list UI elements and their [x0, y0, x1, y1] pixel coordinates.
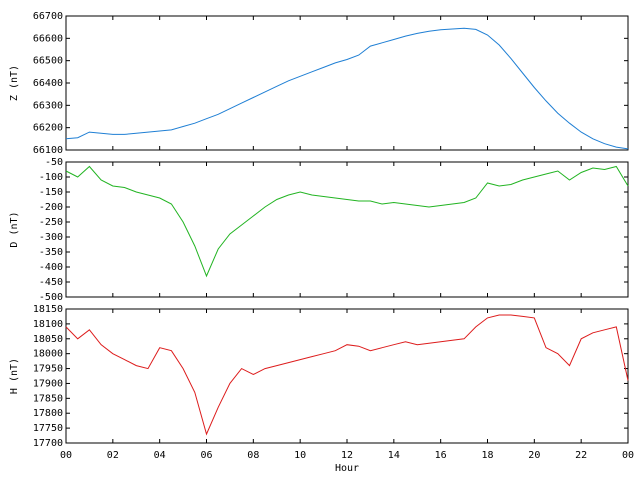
y-tick-label: -300: [39, 232, 63, 243]
x-tick-label: 12: [341, 450, 353, 461]
panel-frame: [65, 308, 629, 444]
x-tick-label: 16: [435, 450, 447, 461]
x-tick-label: 14: [388, 450, 400, 461]
data-line: [65, 314, 629, 436]
y-tick-label: -150: [39, 187, 63, 198]
x-tick-label: 08: [247, 450, 259, 461]
y-tick-label: -350: [39, 247, 63, 258]
y-tick-label: 17900: [33, 378, 63, 389]
y-axis-label: H (nT): [9, 358, 20, 394]
x-tick-label: 00: [622, 450, 634, 461]
x-tick-label: 10: [294, 450, 306, 461]
y-tick-label: 17850: [33, 393, 63, 404]
y-tick-label: -200: [39, 202, 63, 213]
panel-frame: [65, 15, 629, 151]
y-tick-label: 17750: [33, 423, 63, 434]
data-line: [65, 27, 629, 150]
y-tick-label: -500: [39, 292, 63, 303]
y-tick-label: 66400: [33, 78, 63, 89]
x-tick-label: 22: [575, 450, 587, 461]
y-tick-label: -450: [39, 277, 63, 288]
y-tick-label: 18100: [33, 319, 63, 330]
y-tick-label: 66200: [33, 123, 63, 134]
y-tick-label: 18000: [33, 349, 63, 360]
y-tick-label: 17950: [33, 364, 63, 375]
x-tick-label: 00: [60, 450, 72, 461]
y-axis-label: D (nT): [9, 211, 20, 247]
y-tick-label: 66700: [33, 11, 63, 22]
y-tick-label: -400: [39, 262, 63, 273]
y-tick-label: -250: [39, 217, 63, 228]
x-tick-label: 06: [200, 450, 212, 461]
y-tick-label: 66100: [33, 145, 63, 156]
x-axis-label: Hour: [335, 463, 359, 474]
y-tick-label: 66500: [33, 56, 63, 67]
y-axis-label: Z (nT): [9, 65, 20, 101]
y-tick-label: 18150: [33, 304, 63, 315]
x-tick-label: 04: [154, 450, 166, 461]
x-tick-label: 20: [528, 450, 540, 461]
y-tick-label: -50: [45, 157, 63, 168]
y-tick-label: 17800: [33, 408, 63, 419]
data-line: [65, 165, 629, 278]
y-tick-label: 66300: [33, 100, 63, 111]
y-tick-label: 17700: [33, 438, 63, 449]
y-tick-label: 18050: [33, 334, 63, 345]
x-tick-label: 18: [481, 450, 493, 461]
x-tick-label: 02: [107, 450, 119, 461]
y-tick-label: 66600: [33, 33, 63, 44]
y-tick-label: -100: [39, 172, 63, 183]
panel-frame: [65, 161, 629, 298]
